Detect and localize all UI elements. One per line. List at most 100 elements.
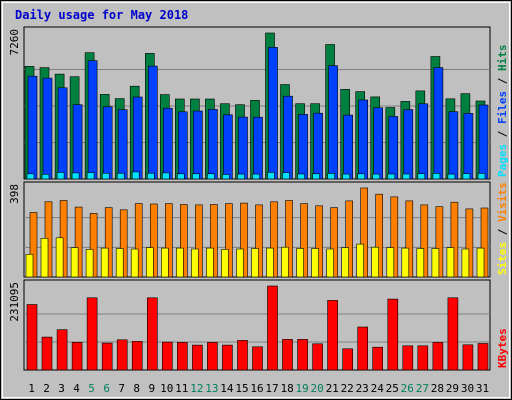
top-bar-pages-day-25 — [387, 173, 396, 180]
middle-bar-visits-day-27 — [420, 204, 429, 278]
middle-bar-visits-day-24 — [375, 193, 384, 278]
top-bar-files-day-20 — [313, 112, 323, 180]
top-bar-files-day-4 — [72, 104, 83, 180]
middle-bar-sites-day-24 — [371, 246, 380, 278]
top-bar-pages-day-22 — [342, 173, 351, 180]
middle-bar-sites-day-5 — [85, 249, 94, 278]
bottom-bar-kbytes-day-15 — [237, 340, 248, 371]
day-label-10: 10 — [160, 382, 173, 395]
bottom-bar-kbytes-day-19 — [297, 339, 308, 371]
middle-bar-visits-day-12 — [195, 204, 203, 278]
middle-bar-sites-day-2 — [40, 238, 49, 278]
bottom-legend: KBytes — [496, 328, 509, 368]
middle-bar-visits-day-10 — [165, 203, 173, 278]
top-bar-files-day-11 — [178, 111, 188, 180]
middle-bar-sites-day-17 — [266, 247, 274, 278]
bottom-bar-kbytes-day-20 — [312, 343, 323, 371]
day-label-26: 26 — [401, 382, 414, 395]
top-bar-pages-day-24 — [372, 173, 381, 180]
middle-bar-sites-day-23 — [356, 243, 365, 278]
middle-bar-sites-day-8 — [130, 248, 139, 278]
day-label-14: 14 — [220, 382, 234, 395]
top-bar-pages-day-9 — [147, 173, 155, 180]
legend-pages: Pages — [496, 144, 509, 177]
bottom-bar-kbytes-day-5 — [86, 297, 98, 371]
middle-bar-visits-day-5 — [89, 213, 98, 278]
legend-kbytes: KBytes — [496, 328, 509, 368]
bottom-bar-kbytes-day-14 — [222, 344, 233, 371]
middle-bar-visits-day-6 — [104, 207, 113, 278]
middle-max-label: 398 — [8, 184, 21, 204]
bottom-bar-kbytes-day-10 — [162, 341, 173, 371]
top-bar-files-day-29 — [448, 111, 459, 180]
top-bar-pages-day-19 — [297, 173, 305, 180]
bottom-bar-kbytes-day-13 — [207, 342, 218, 371]
middle-legend: Sites / Visits — [496, 182, 509, 275]
top-bar-files-day-26 — [403, 109, 414, 180]
top-bar-pages-day-13 — [207, 173, 215, 180]
top-bar-pages-day-12 — [192, 173, 200, 180]
top-bar-files-day-3 — [57, 87, 68, 180]
day-label-29: 29 — [446, 382, 459, 395]
day-label-22: 22 — [341, 382, 354, 395]
middle-bar-visits-day-20 — [315, 205, 323, 278]
day-label-3: 3 — [58, 382, 65, 395]
middle-bar-visits-day-15 — [240, 202, 248, 278]
day-label-13: 13 — [205, 382, 218, 395]
bottom-bar-kbytes-day-6 — [101, 342, 113, 371]
top-bar-files-day-2 — [42, 77, 53, 180]
middle-bar-visits-day-14 — [225, 203, 233, 278]
bottom-bar-kbytes-day-12 — [192, 344, 203, 371]
middle-bar-sites-day-6 — [100, 247, 109, 278]
day-label-11: 11 — [175, 382, 188, 395]
legend-separator: / — [496, 71, 509, 91]
day-label-16: 16 — [250, 382, 263, 395]
day-label-24: 24 — [371, 382, 385, 395]
middle-bar-sites-day-26 — [401, 247, 410, 278]
top-bar-files-day-25 — [388, 116, 399, 180]
middle-bar-visits-day-4 — [74, 206, 83, 278]
middle-bar-sites-day-25 — [386, 247, 395, 278]
top-bar-pages-day-1 — [26, 173, 35, 180]
bottom-bar-kbytes-day-9 — [147, 297, 158, 371]
day-label-12: 12 — [190, 382, 203, 395]
middle-bar-visits-day-19 — [300, 203, 308, 278]
middle-bar-sites-day-19 — [296, 248, 304, 278]
middle-bar-sites-day-7 — [115, 248, 124, 278]
legend-sites: Sites — [496, 242, 509, 275]
top-bar-files-day-18 — [283, 95, 293, 180]
top-bar-pages-day-26 — [402, 173, 411, 180]
chart-title: Daily usage for May 2018 — [15, 8, 188, 22]
day-label-17: 17 — [265, 382, 278, 395]
top-bar-pages-day-6 — [101, 173, 110, 180]
middle-bar-sites-day-9 — [146, 247, 154, 278]
top-bar-files-day-16 — [253, 116, 263, 180]
top-bar-pages-day-16 — [252, 173, 260, 180]
top-bar-files-day-6 — [102, 106, 113, 180]
middle-bar-sites-day-11 — [176, 247, 184, 278]
top-bar-files-day-13 — [208, 109, 218, 180]
bottom-bar-kbytes-day-27 — [417, 345, 429, 371]
top-bar-pages-day-14 — [222, 174, 230, 180]
top-bar-pages-day-2 — [41, 174, 50, 180]
middle-bar-visits-day-25 — [390, 196, 399, 278]
middle-bar-sites-day-20 — [311, 248, 319, 278]
legend-separator: / — [496, 124, 509, 144]
middle-bar-visits-day-17 — [270, 201, 278, 278]
middle-bar-sites-day-12 — [191, 248, 199, 278]
middle-bar-sites-day-14 — [221, 249, 229, 278]
top-bar-pages-day-5 — [86, 172, 95, 180]
middle-bar-sites-day-18 — [281, 246, 289, 278]
legend-visits: Visits — [496, 182, 509, 222]
middle-bar-sites-day-21 — [326, 248, 334, 278]
middle-bar-sites-day-22 — [341, 247, 350, 278]
middle-bar-sites-day-1 — [25, 254, 34, 278]
top-bar-pages-day-4 — [71, 172, 80, 180]
top-bar-pages-day-10 — [162, 172, 170, 180]
bottom-bar-kbytes-day-23 — [357, 326, 369, 371]
day-label-30: 30 — [461, 382, 474, 395]
bottom-bar-kbytes-day-3 — [56, 329, 68, 371]
top-bar-pages-day-20 — [312, 173, 320, 180]
day-label-4: 4 — [73, 382, 80, 395]
